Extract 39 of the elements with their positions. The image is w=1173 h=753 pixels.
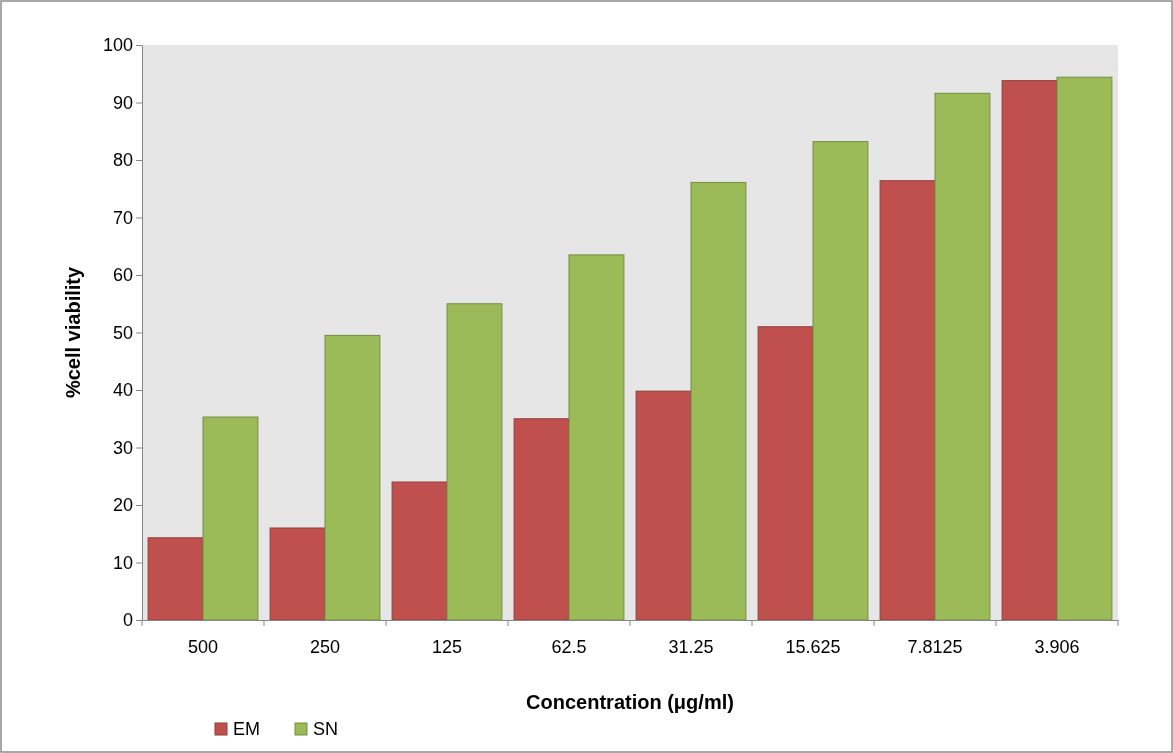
x-tick-label: 62.5 <box>551 636 587 657</box>
bar <box>1001 80 1058 621</box>
x-tick-label: 3.906 <box>1034 636 1080 657</box>
bar <box>812 141 869 621</box>
bar <box>391 481 448 621</box>
x-tick-label: 7.8125 <box>907 636 963 657</box>
y-axis-title: %cell viability <box>62 266 84 399</box>
bar <box>513 418 570 621</box>
bar <box>324 334 381 621</box>
y-tick-label: 0 <box>122 610 133 631</box>
bar <box>568 254 625 621</box>
bar <box>147 537 204 621</box>
x-tick-label: 250 <box>309 636 341 657</box>
bar <box>934 92 991 621</box>
y-tick-label: 80 <box>112 150 133 171</box>
y-tick-label: 30 <box>112 437 133 458</box>
y-tick-label: 50 <box>112 322 133 343</box>
bar <box>269 527 326 621</box>
bar <box>690 181 747 621</box>
x-tick-label: 500 <box>187 636 219 657</box>
bar <box>635 390 692 621</box>
y-tick-label: 20 <box>112 495 133 516</box>
bar <box>757 326 814 621</box>
y-tick-label: 10 <box>112 552 133 573</box>
x-axis-title: Concentration (μg/ml) <box>526 691 734 713</box>
y-tick-label: 100 <box>102 35 133 56</box>
y-tick-label: 60 <box>112 265 133 286</box>
x-tick-label: 15.625 <box>785 636 841 657</box>
legend-label: EM <box>233 719 260 739</box>
bar <box>1056 76 1113 621</box>
x-tick-label: 31.25 <box>668 636 714 657</box>
y-tick-label: 40 <box>112 380 133 401</box>
legend-label: SN <box>313 719 339 739</box>
x-tick-label: 125 <box>431 636 463 657</box>
bar <box>879 180 936 621</box>
y-tick-label: 90 <box>112 92 133 113</box>
bar <box>446 303 503 621</box>
y-tick-label: 70 <box>112 207 133 228</box>
bar <box>202 416 259 621</box>
